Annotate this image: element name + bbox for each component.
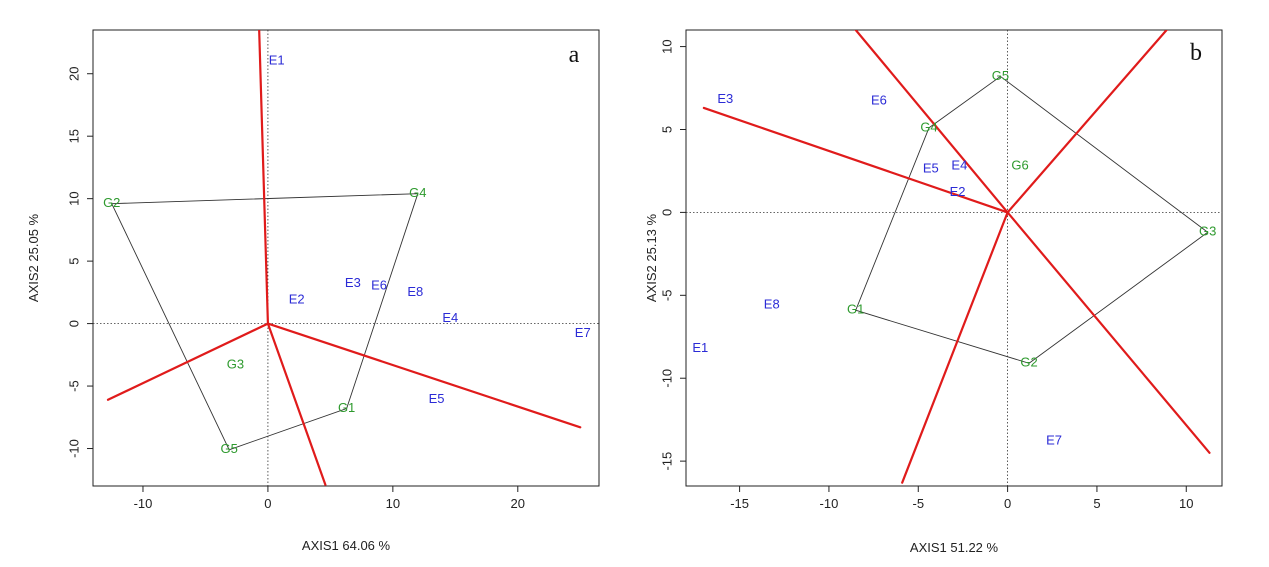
environment-label: E3 — [345, 275, 361, 290]
genotype-label: G5 — [221, 441, 238, 456]
y-tick-label: -10 — [66, 439, 81, 458]
sector-ray — [266, 322, 327, 486]
sector-ray — [266, 322, 582, 429]
environment-label: E8 — [407, 284, 423, 299]
environment-label: E4 — [442, 310, 458, 325]
x-axis-title: AXIS1 51.22 % — [910, 540, 999, 555]
genotype-label: G2 — [1020, 355, 1037, 370]
y-axis-title: AXIS2 25.05 % — [26, 213, 41, 302]
genotype-label: G1 — [338, 400, 355, 415]
genotype-label: G2 — [103, 195, 120, 210]
sector-ray — [1006, 211, 1211, 454]
sector-ray — [1006, 30, 1168, 214]
y-tick-label: -10 — [659, 369, 674, 388]
sector-ray — [901, 211, 1009, 484]
panel-letter: b — [1190, 40, 1202, 66]
environment-label: E3 — [717, 91, 733, 106]
y-axis-title: AXIS2 25.13 % — [644, 213, 659, 302]
environment-label: E1 — [269, 53, 285, 68]
sector-ray — [702, 106, 1009, 214]
x-axis-title: AXIS1 64.06 % — [302, 538, 391, 553]
genotype-label: G1 — [847, 302, 864, 317]
plot-area — [702, 30, 1211, 484]
y-tick-label: 0 — [66, 320, 81, 327]
environment-label: E7 — [575, 325, 591, 340]
genotype-label: G5 — [992, 68, 1009, 83]
x-tick-label: 20 — [511, 496, 525, 511]
biplot-panel-a: -10 0 10 20 -10 -5 0 5 10 15 20 AXIS1 64.06 % AXIS2 … — [26, 29, 600, 553]
genotype-label: G4 — [920, 119, 937, 134]
y-tick-label: 5 — [659, 126, 674, 133]
biplot-panel-b: -15 -10 -5 0 5 10 -15 -10 -5 0 5 10 AXIS1 51.22 % AXI… — [644, 29, 1223, 555]
which-won-where-polygon — [111, 193, 419, 451]
y-tick-label: 0 — [659, 209, 674, 216]
x-tick-label: -15 — [730, 496, 749, 511]
y-tick-label: -5 — [66, 380, 81, 392]
plot-area — [106, 30, 582, 486]
y-tick-label: 10 — [66, 191, 81, 205]
genotype-label: G6 — [1011, 157, 1028, 172]
environment-label: E7 — [1046, 433, 1062, 448]
plot-frame — [92, 29, 600, 487]
x-tick-label: -10 — [820, 496, 839, 511]
genotype-label: G4 — [409, 185, 426, 200]
x-tick-label: -10 — [134, 496, 153, 511]
environment-label: E1 — [692, 340, 708, 355]
environment-label: E8 — [764, 297, 780, 312]
environment-label: E6 — [871, 93, 887, 108]
y-tick-label: -5 — [659, 290, 674, 302]
y-tick-label: 5 — [66, 258, 81, 265]
plot-frame — [685, 29, 1223, 487]
sector-ray — [258, 30, 270, 325]
x-tick-label: -5 — [912, 496, 924, 511]
sector-ray — [854, 30, 1009, 214]
genotype-label: G3 — [1199, 224, 1216, 239]
panel-letter: a — [569, 42, 580, 68]
which-won-where-polygon — [855, 75, 1209, 364]
y-tick-label: -15 — [659, 452, 674, 471]
x-tick-label: 0 — [264, 496, 271, 511]
environment-label: E2 — [950, 184, 966, 199]
x-tick-label: 0 — [1004, 496, 1011, 511]
x-tick-label: 5 — [1093, 496, 1100, 511]
environment-label: E5 — [923, 161, 939, 176]
x-tick-label: 10 — [386, 496, 400, 511]
y-tick-label: 10 — [659, 39, 674, 53]
environment-label: E6 — [371, 278, 387, 293]
x-tick-label: 10 — [1179, 496, 1193, 511]
environment-label: E4 — [951, 157, 967, 172]
y-tick-label: 15 — [66, 129, 81, 143]
sector-ray — [106, 322, 270, 401]
environment-label: E5 — [429, 391, 445, 406]
environment-label: E2 — [289, 291, 305, 306]
y-tick-label: 20 — [66, 66, 81, 80]
genotype-label: G3 — [227, 356, 244, 371]
